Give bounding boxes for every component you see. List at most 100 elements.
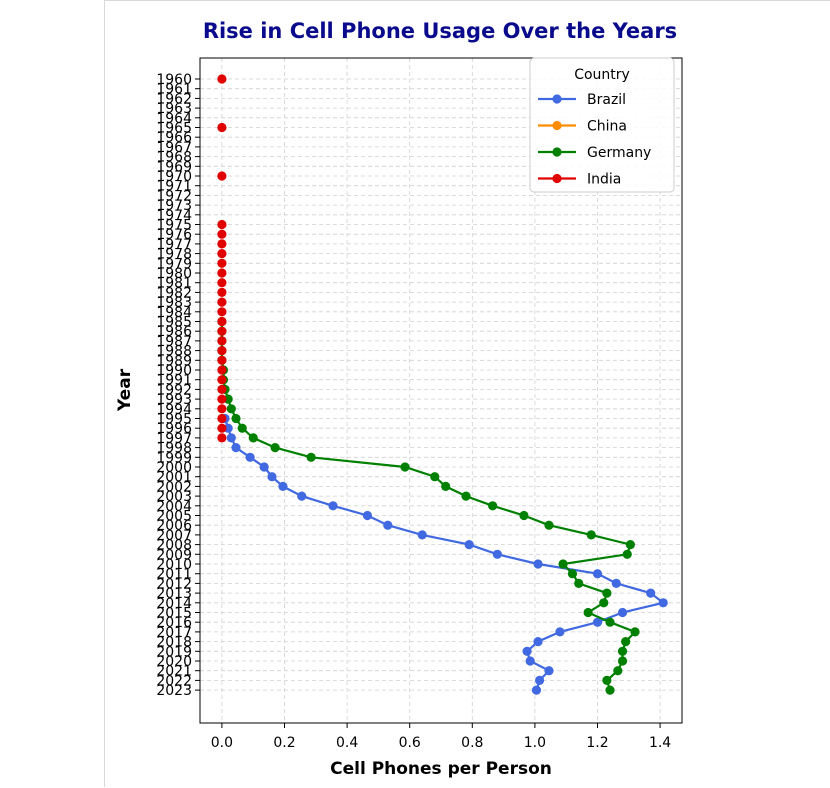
- y-tick-label: 2000: [156, 460, 192, 476]
- y-tick-label: 2016: [156, 615, 192, 631]
- legend-marker-brazil: [552, 94, 562, 104]
- data-point-germany: [270, 443, 280, 453]
- data-point-brazil: [617, 607, 628, 618]
- x-tick-label: 1.0: [524, 735, 546, 751]
- y-tick-label: 1989: [156, 353, 192, 369]
- data-point-germany: [622, 549, 632, 559]
- data-point-germany: [630, 627, 640, 637]
- data-point-brazil: [362, 510, 373, 521]
- data-point-germany: [306, 452, 316, 462]
- y-tick-label: 1986: [156, 324, 192, 340]
- legend: Country Brazil China Germany India: [529, 57, 675, 193]
- y-tick-label: 1978: [156, 247, 192, 263]
- data-point-india: [217, 326, 227, 336]
- data-point-germany: [617, 646, 628, 656]
- data-point-india: [217, 122, 227, 133]
- y-tick-label: 1968: [156, 150, 192, 166]
- x-tick-label: 0.2: [273, 735, 295, 751]
- data-point-brazil: [417, 530, 427, 540]
- y-tick-label: 2020: [156, 654, 192, 670]
- data-point-germany: [237, 423, 247, 433]
- data-point-germany: [400, 462, 410, 472]
- data-point-brazil: [555, 627, 565, 637]
- data-point-brazil: [522, 646, 532, 656]
- y-tick-label: 1984: [156, 305, 192, 321]
- y-tick-label: 2012: [156, 576, 192, 592]
- data-point-germany: [461, 491, 471, 501]
- y-tick-label: 2023: [156, 683, 192, 699]
- data-point-germany: [441, 481, 451, 491]
- data-point-brazil: [328, 501, 338, 511]
- y-tick-label: 1987: [156, 334, 192, 350]
- data-point-brazil: [592, 569, 603, 579]
- data-point-germany: [621, 637, 631, 647]
- y-tick-label: 1967: [156, 140, 192, 156]
- y-tick-label: 2022: [156, 673, 192, 689]
- y-tick-label: 2003: [156, 489, 192, 505]
- data-point-india: [217, 287, 227, 297]
- data-point-germany: [583, 607, 593, 618]
- y-tick-label: 1991: [156, 373, 192, 389]
- y-tick-label: 1983: [156, 295, 192, 311]
- data-point-germany: [488, 501, 498, 511]
- x-tick-label: 0.8: [461, 735, 483, 751]
- y-tick-label: 2017: [156, 625, 192, 641]
- data-point-germany: [567, 569, 578, 579]
- y-tick-label: 1960: [156, 72, 192, 88]
- y-tick-label: 1966: [156, 130, 192, 146]
- data-point-india: [217, 74, 227, 84]
- legend-label-germany: Germany: [587, 145, 651, 161]
- data-point-germany: [574, 578, 584, 589]
- data-point-brazil: [592, 617, 603, 627]
- data-point-germany: [231, 413, 241, 424]
- y-tick-label: 1997: [156, 431, 192, 447]
- data-point-india: [217, 365, 227, 375]
- data-point-germany: [586, 530, 596, 540]
- y-tick-label: 2013: [156, 586, 192, 602]
- y-tick-label: 2007: [156, 528, 192, 544]
- data-point-brazil: [611, 578, 621, 589]
- y-tick-label: 2019: [156, 644, 192, 660]
- data-point-germany: [519, 510, 529, 521]
- data-point-germany: [617, 656, 628, 666]
- y-tick-label: 1998: [156, 441, 192, 457]
- y-tick-label: 1990: [156, 363, 192, 379]
- data-point-india: [217, 413, 227, 424]
- data-point-india: [217, 404, 227, 414]
- data-point-germany: [544, 520, 554, 530]
- data-point-brazil: [297, 491, 307, 501]
- data-point-brazil: [267, 472, 277, 482]
- y-tick-label: 1975: [156, 218, 192, 234]
- x-axis-ticks: 0.0 0.2 0.4 0.6 0.8 1.0 1.2 1.4: [211, 723, 671, 751]
- data-point-germany: [605, 617, 615, 627]
- data-point-india: [217, 423, 227, 433]
- y-tick-label: 1976: [156, 227, 192, 243]
- y-tick-label: 2004: [156, 499, 192, 515]
- y-tick-label: 1993: [156, 392, 192, 408]
- data-point-india: [217, 297, 227, 307]
- data-point-germany: [602, 588, 612, 598]
- data-point-brazil: [533, 637, 543, 647]
- y-tick-label: 1974: [156, 208, 192, 224]
- y-tick-label: 1995: [156, 412, 192, 428]
- y-tick-label: 1999: [156, 450, 192, 466]
- y-tick-label: 2011: [156, 567, 192, 583]
- y-tick-label: 1969: [156, 159, 192, 175]
- data-point-brazil: [544, 666, 554, 676]
- data-point-india: [217, 384, 227, 394]
- x-axis-label: Cell Phones per Person: [330, 759, 552, 779]
- x-tick-label: 1.4: [649, 735, 671, 751]
- legend-marker-india: [552, 173, 562, 184]
- data-point-brazil: [646, 588, 656, 598]
- data-point-india: [217, 316, 227, 327]
- data-point-brazil: [531, 685, 542, 695]
- y-tick-label: 1994: [156, 402, 192, 418]
- y-tick-label: 2001: [156, 470, 192, 486]
- data-point-india: [217, 336, 227, 346]
- y-tick-label: 1972: [156, 188, 192, 204]
- data-point-india: [217, 249, 227, 259]
- y-tick-label: 1961: [156, 82, 192, 98]
- series-brazil: [220, 413, 668, 695]
- data-point-india: [217, 278, 227, 288]
